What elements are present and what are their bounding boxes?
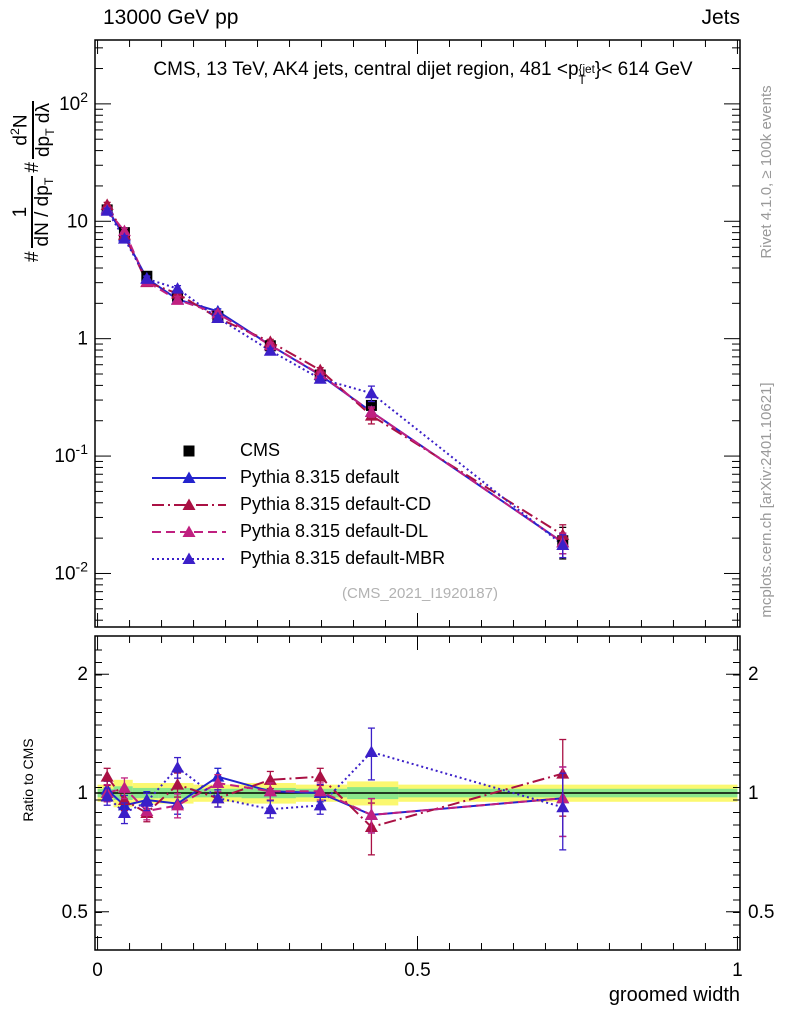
triangle-marker-icon	[152, 552, 226, 564]
x-axis-label: groomed width	[608, 984, 740, 1006]
plot-title: CMS, 13 TeV, AK4 jets, central dijet reg…	[153, 59, 693, 88]
legend-label: Pythia 8.315 default	[240, 467, 400, 487]
ratio-axis-label: Ratio to CMS	[20, 738, 36, 822]
svg-text:10-2: 10-2	[54, 558, 88, 584]
triangle-marker-icon	[152, 471, 226, 483]
legend-label: CMS	[240, 440, 280, 460]
svg-text:2: 2	[748, 664, 759, 685]
triangle-marker-icon	[152, 525, 226, 537]
axis-tick-labels: 102 10 1 10-1 10-2 2 2 1 1 0.5 0.5 0 0.5 1	[54, 89, 774, 981]
svg-text:0.5: 0.5	[404, 960, 430, 981]
axis-ticks	[95, 40, 740, 950]
svg-text:0: 0	[92, 960, 103, 981]
legend-label: Pythia 8.315 default-DL	[240, 521, 429, 541]
svg-text:102: 102	[59, 89, 88, 115]
svg-text:0.5: 0.5	[748, 902, 774, 923]
svg-text:10: 10	[67, 211, 88, 232]
legend-label: Pythia 8.315 default-MBR	[240, 548, 446, 568]
legend-item: Pythia 8.315 default-MBR	[150, 545, 445, 572]
legend-item: Pythia 8.315 default-DL	[150, 518, 445, 545]
mcplots-arxiv-note: mcplots.cern.ch [arXiv:2401.10621]	[757, 382, 775, 618]
analysis-id-watermark: (CMS_2021_I1920187)	[342, 585, 498, 602]
legend: CMS Pythia 8.315 default Pythia 8.315 defa…	[150, 437, 445, 572]
svg-text:2: 2	[77, 664, 88, 685]
legend-label: Pythia 8.315 default-CD	[240, 494, 432, 514]
rivet-version-note: Rivet 4.1.0, ≥ 100k events	[757, 85, 775, 259]
analysis-group-label: Jets	[701, 6, 740, 29]
svg-text:1: 1	[732, 960, 743, 981]
square-marker-icon	[183, 445, 195, 456]
svg-text:10-1: 10-1	[54, 441, 88, 467]
svg-text:0.5: 0.5	[62, 902, 88, 923]
legend-item: CMS	[150, 437, 445, 464]
legend-item: Pythia 8.315 default-CD	[150, 491, 445, 518]
svg-text:1: 1	[77, 783, 88, 804]
y-axis-label: # 1 dN / dpT # d2N dpT dλ	[8, 101, 57, 263]
beam-energy-label: 13000 GeV pp	[103, 6, 239, 29]
series-pythia-8-315-default-mbr	[100, 204, 570, 851]
svg-text:1: 1	[77, 329, 88, 350]
triangle-marker-icon	[152, 498, 226, 510]
legend-item: Pythia 8.315 default	[150, 464, 445, 491]
svg-text:1: 1	[748, 783, 759, 804]
series-points	[100, 198, 570, 856]
